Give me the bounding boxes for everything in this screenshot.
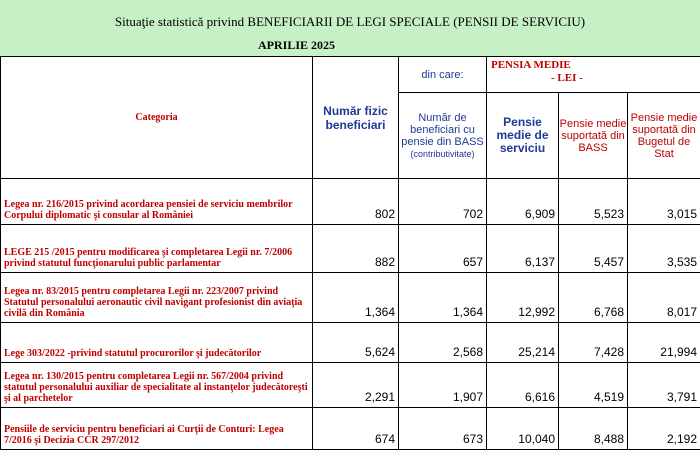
row-category: Pensiile de serviciu pentru beneficiari … [1, 408, 313, 450]
header-pensie-medie-serviciu: Pensie medie de serviciu [487, 93, 559, 179]
row-pm-bass: 6,768 [559, 273, 628, 323]
header-pensie-bass: Pensie medie suportată din BASS [559, 93, 628, 179]
row-pm-buget: 3,015 [628, 179, 700, 225]
row-pm-bass: 4,519 [559, 363, 628, 408]
table-row: LEGE 215 /2015 pentru modificarea şi com… [1, 225, 700, 273]
row-nr-bass: 702 [399, 179, 487, 225]
table-row: Pensiile de serviciu pentru beneficiari … [1, 408, 700, 450]
row-nr-bass: 2,568 [399, 323, 487, 363]
table-row: Lege 303/2022 -privind statutul procuror… [1, 323, 700, 363]
row-nr-fizic: 674 [313, 408, 399, 450]
row-pm-buget: 3,535 [628, 225, 700, 273]
header-nr-bass-note: (contributivitate) [410, 149, 474, 159]
row-nr-fizic: 1,364 [313, 273, 399, 323]
row-pm-serviciu: 6,137 [487, 225, 559, 273]
report-period: APRILIE 2025 [258, 38, 335, 52]
statistics-table: Categoria Număr fizic beneficiari din ca… [0, 56, 700, 450]
row-pm-bass: 5,523 [559, 179, 628, 225]
header-pensie-buget: Pensie medie suportată din Bugetul de St… [628, 93, 700, 179]
row-pm-serviciu: 6,616 [487, 363, 559, 408]
table-row: Legea nr. 83/2015 pentru completarea Leg… [1, 273, 700, 323]
header-lei-label: - LEI - [491, 72, 696, 85]
page-title: Situaţie statistică privind BENEFICIARII… [0, 14, 700, 30]
header-nr-fizic: Număr fizic beneficiari [313, 57, 399, 179]
row-category: Legea nr. 83/2015 pentru completarea Leg… [1, 273, 313, 323]
row-pm-buget: 3,791 [628, 363, 700, 408]
header-pensia-medie: PENSIA MEDIE - LEI - [487, 57, 700, 93]
row-pm-serviciu: 12,992 [487, 273, 559, 323]
row-category: Legea nr. 130/2015 pentru completarea Le… [1, 363, 313, 408]
row-nr-fizic: 2,291 [313, 363, 399, 408]
row-nr-fizic: 5,624 [313, 323, 399, 363]
row-pm-buget: 8,017 [628, 273, 700, 323]
row-nr-fizic: 802 [313, 179, 399, 225]
row-pm-buget: 21,994 [628, 323, 700, 363]
row-nr-bass: 673 [399, 408, 487, 450]
row-nr-bass: 657 [399, 225, 487, 273]
header-pensia-medie-label: PENSIA MEDIE [491, 59, 696, 72]
row-pm-bass: 7,428 [559, 323, 628, 363]
row-pm-buget: 2,192 [628, 408, 700, 450]
row-nr-bass: 1,364 [399, 273, 487, 323]
header-row-top: Categoria Număr fizic beneficiari din ca… [1, 57, 700, 93]
row-category: Lege 303/2022 -privind statutul procuror… [1, 323, 313, 363]
header-nr-bass: Număr de beneficiari cu pensie din BASS … [399, 93, 487, 179]
row-category: Legea nr. 216/2015 privind acordarea pen… [1, 179, 313, 225]
row-pm-bass: 8,488 [559, 408, 628, 450]
table-row: Legea nr. 130/2015 pentru completarea Le… [1, 363, 700, 408]
row-pm-bass: 5,457 [559, 225, 628, 273]
row-nr-fizic: 882 [313, 225, 399, 273]
row-pm-serviciu: 10,040 [487, 408, 559, 450]
row-category: LEGE 215 /2015 pentru modificarea şi com… [1, 225, 313, 273]
row-pm-serviciu: 6,909 [487, 179, 559, 225]
header-category: Categoria [1, 57, 313, 179]
row-nr-bass: 1,907 [399, 363, 487, 408]
table-row: Legea nr. 216/2015 privind acordarea pen… [1, 179, 700, 225]
row-pm-serviciu: 25,214 [487, 323, 559, 363]
header-din-care: din care: [399, 57, 487, 93]
header-nr-bass-label: Număr de beneficiari cu pensie din BASS [401, 112, 484, 148]
